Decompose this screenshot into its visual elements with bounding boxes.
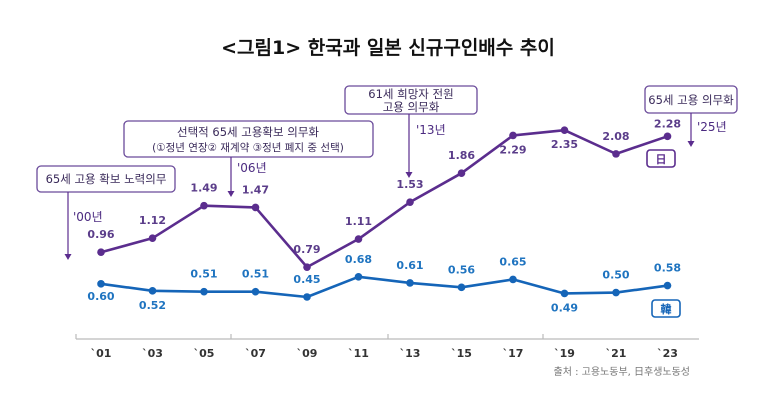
legend-label: 韓 <box>661 302 672 316</box>
annotation-year: '00년 <box>73 210 103 224</box>
data-point <box>148 234 157 242</box>
x-tick-label: `07 <box>245 347 266 360</box>
data-label: 2.35 <box>551 138 578 151</box>
data-point <box>612 288 620 297</box>
data-label: 0.45 <box>293 273 320 286</box>
arrow-down-icon <box>687 141 695 147</box>
data-label: 0.56 <box>448 263 475 276</box>
series-japan: 0.96 1.12 1.49 1.47 0.79 1.11 1.53 1.86 2.29 2.35… <box>87 117 681 271</box>
data-point <box>663 132 672 141</box>
x-tick-label: `19 <box>554 347 575 360</box>
data-point <box>457 169 466 177</box>
data-point <box>200 201 208 210</box>
chart-title: <그림1> 한국과 일본 신규구인배수 추이 <box>221 37 555 59</box>
legend-japan: 日 <box>646 149 676 168</box>
data-point <box>354 272 363 281</box>
data-point <box>251 203 260 212</box>
data-point <box>509 275 517 284</box>
x-tick-label: `03 <box>142 347 163 360</box>
annotation-text: 고용 의무화 <box>383 100 440 114</box>
data-point <box>97 280 105 288</box>
data-label: 0.60 <box>87 290 114 303</box>
arrow-down-icon <box>64 254 72 260</box>
data-point <box>612 150 620 158</box>
data-point <box>303 293 311 301</box>
data-label: 2.29 <box>499 143 526 156</box>
data-point <box>509 131 517 140</box>
data-point <box>200 287 208 296</box>
series-line <box>100 128 668 269</box>
annotation-text: 65세 고용 확보 노력의무 <box>46 172 167 186</box>
data-label: 0.68 <box>345 253 372 266</box>
annotation-text: 61세 희망자 전원 <box>368 87 453 101</box>
data-point <box>354 235 363 243</box>
annotation-2013: 61세 희망자 전원 고용 의무화 '13년 <box>344 85 478 178</box>
data-label: 0.52 <box>139 299 166 312</box>
data-point <box>303 263 311 271</box>
data-label: 0.61 <box>396 259 423 272</box>
arrow-down-icon <box>227 191 235 197</box>
x-tick-label: `09 <box>297 347 318 360</box>
series-line <box>100 275 668 299</box>
x-tick-label: `05 <box>194 347 215 360</box>
data-point <box>560 126 569 134</box>
data-label: 1.12 <box>139 214 166 227</box>
x-tick-label: `17 <box>503 347 524 360</box>
arrow-down-icon <box>405 172 413 178</box>
data-label: 0.51 <box>242 268 269 281</box>
annotation-text: 선택적 65세 고용확보 의무화 <box>177 125 319 139</box>
data-label: 0.50 <box>602 269 629 282</box>
annotation-year: '25년 <box>697 120 727 134</box>
data-label: 1.47 <box>242 183 269 196</box>
x-tick-label: `01 <box>91 347 112 360</box>
x-axis: `01 `03 `05 `07 `09 `11 `13 `15 `17 `19 `21 `23 <box>75 334 699 360</box>
series-korea: 0.60 0.52 0.51 0.51 0.45 0.68 0.61 0.56 0.65 0.49… <box>87 253 681 315</box>
data-label: 0.96 <box>87 228 114 241</box>
legend-label: 日 <box>656 153 667 166</box>
data-point <box>97 248 105 257</box>
x-tick-label: `11 <box>348 347 369 360</box>
data-label: 0.49 <box>551 301 578 314</box>
x-tick-label: `21 <box>606 347 627 360</box>
data-point <box>148 287 157 295</box>
data-label: 1.86 <box>448 149 475 162</box>
x-tick-label: `23 <box>657 347 678 360</box>
data-label: 0.65 <box>499 255 526 268</box>
data-label: 0.58 <box>654 262 681 275</box>
annotation-2006: 선택적 65세 고용확보 의무화 (①정년 연장② 재계약 ③정년 폐지 중 선… <box>123 120 374 197</box>
data-point <box>251 287 260 296</box>
data-point <box>560 289 569 298</box>
data-label: 2.08 <box>602 130 629 143</box>
data-point <box>406 279 414 287</box>
data-point <box>406 198 414 206</box>
data-point <box>663 281 672 290</box>
annotation-year: '13년 <box>416 123 446 137</box>
annotation-2000: 65세 고용 확보 노력의무 '00년 <box>36 165 176 260</box>
annotation-text: (①정년 연장② 재계약 ③정년 폐지 중 선택) <box>152 142 344 154</box>
x-tick-label: `13 <box>400 347 421 360</box>
legend-korea: 韓 <box>651 299 681 318</box>
data-label: 1.53 <box>396 178 423 191</box>
data-label: 1.49 <box>190 182 217 195</box>
data-label: 2.28 <box>654 117 681 130</box>
data-label: 0.79 <box>293 243 320 256</box>
annotation-2025: 65세 고용 의무화 '25년 <box>644 85 738 147</box>
series-layer: 0.96 1.12 1.49 1.47 0.79 1.11 1.53 1.86 2.29 2.35… <box>87 117 681 314</box>
annotation-text: 65세 고용 의무화 <box>648 93 734 107</box>
source-note: 출처 : 고용노동부, 日후생노동성 <box>554 366 690 378</box>
data-point <box>457 283 466 292</box>
annotation-year: '06년 <box>237 161 267 175</box>
x-tick-label: `15 <box>451 347 472 360</box>
data-label: 0.51 <box>190 268 217 281</box>
data-label: 1.11 <box>345 215 372 228</box>
